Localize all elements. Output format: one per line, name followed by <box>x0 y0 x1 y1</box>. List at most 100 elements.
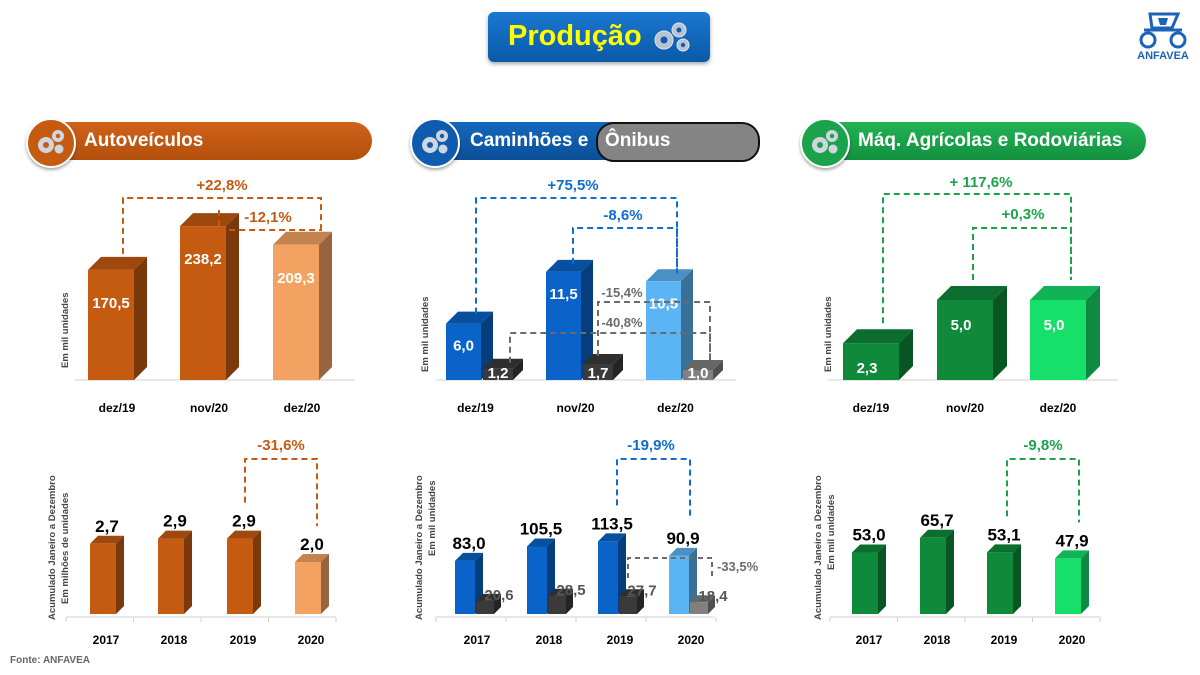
agri-cumulative-bar-0-side <box>878 544 886 614</box>
agri-cumulative-bar-2-top <box>987 544 1021 553</box>
auto-cumulative-bar-3-side <box>321 554 329 614</box>
gears-icon <box>812 130 838 154</box>
auto-cumulative-annotation-0: -31,6% <box>257 437 305 454</box>
buses-cumulative-bar-3-top <box>690 595 715 603</box>
agri-cumulative-bar-1-side <box>946 529 954 614</box>
buses-cumulative-bar-0 <box>476 600 494 614</box>
auto-cumulative-bar-3 <box>295 562 321 614</box>
buses-cumulative-bar-3-side <box>708 595 715 614</box>
buses-cumulative-annotation-0: -33,5% <box>717 559 759 574</box>
agri-cumulative-bar-2-side <box>1013 544 1021 614</box>
trucks-monthly-bar-1-top <box>546 259 593 272</box>
trucks-monthly-bar-2 <box>646 281 681 380</box>
gears-icon <box>422 130 448 154</box>
page-title: Produção <box>508 20 642 52</box>
buses-monthly-bar-2 <box>683 370 713 380</box>
buses-monthly-bar-0 <box>483 368 513 380</box>
auto-cumulative-bar-0-side <box>116 535 124 614</box>
agri-monthly-bar-2 <box>1030 300 1086 380</box>
auto-monthly-bar-0 <box>88 269 134 380</box>
buses-cumulative-bar-2-top <box>619 589 644 597</box>
buses-monthly-bracket-0 <box>597 301 711 364</box>
auto-cumulative-tick-label-2: 2019 <box>230 633 257 647</box>
agri-monthly-bracket-0 <box>882 193 1072 324</box>
agri-monthly-annotation-0: + 117,6% <box>950 174 1013 191</box>
auto-cumulative-bar-3-top <box>295 554 329 562</box>
trucks-cumulative-bracket-0 <box>616 458 691 516</box>
buses-monthly-bar-label-1: 1,7 <box>588 365 609 382</box>
trucks-cumulative-annotation-0: -19,9% <box>627 437 675 454</box>
agri-monthly-tick-label-1: nov/20 <box>946 401 984 415</box>
auto-monthly-bar-0-side <box>134 256 147 380</box>
buses-cumulative-bar-label-0: 20,6 <box>484 587 513 604</box>
trucks-cumulative-bar-3-top <box>669 547 697 556</box>
trucks-cumulative-bar-label-1: 105,5 <box>520 519 563 538</box>
auto-monthly-bracket-0 <box>122 197 322 254</box>
buses-monthly-bar-0-side <box>513 358 523 380</box>
buses-cumulative-bar-0-top <box>476 593 501 601</box>
trucks-monthly-bar-2-top <box>646 269 693 282</box>
trucks-monthly-bar-label-2: 10,5 <box>649 295 678 312</box>
trucks-monthly-bar-0-top <box>446 311 493 324</box>
auto-cumulative-tick-label-3: 2020 <box>298 633 325 647</box>
buses-cumulative-bar-label-3: 18,4 <box>698 588 728 605</box>
buses-cumulative-bar-0-side <box>494 593 501 614</box>
agri-cumulative-bar-label-2: 53,1 <box>987 525 1020 544</box>
agri-cumulative-bar-3 <box>1055 558 1081 614</box>
auto-monthly-bar-label-0: 170,5 <box>92 295 130 312</box>
agri-monthly-bracket-1 <box>972 227 1072 280</box>
agri-cumulative-bar-1-top <box>920 529 954 538</box>
trucks-cumulative-bar-0 <box>455 560 475 614</box>
anfavea-logo: ANFAVEA <box>1132 6 1194 68</box>
auto-monthly-bar-2-side <box>319 231 332 380</box>
section-title-autoveiculos: Autoveículos <box>84 130 204 151</box>
auto-monthly-bar-1-side <box>226 213 239 380</box>
auto-monthly-bracket-1 <box>218 210 322 231</box>
auto-monthly-bar-label-2: 209,3 <box>277 270 315 287</box>
auto-cumulative-bar-2-top <box>227 530 261 539</box>
agri-monthly-bar-1-top <box>937 286 1007 300</box>
buses-cumulative-bar-label-1: 28,5 <box>556 582 585 599</box>
agri-monthly-bar-0-top <box>843 329 913 344</box>
auto-monthly-tick-label-0: dez/19 <box>99 401 136 415</box>
agri-cumulative-bar-1 <box>920 537 946 614</box>
agri-cumulative-bar-3-top <box>1055 550 1089 559</box>
logo-text: ANFAVEA <box>1137 50 1189 62</box>
auto-cumulative-bar-label-1: 2,9 <box>163 512 187 531</box>
buses-cumulative-bar-label-2: 27,7 <box>627 582 656 599</box>
agri-monthly-bar-label-0: 2,3 <box>857 360 878 377</box>
buses-monthly-bar-label-2: 1,0 <box>688 365 709 382</box>
auto-cumulative-bar-1-side <box>184 530 192 614</box>
trucks-cumulative-bar-3 <box>669 555 689 614</box>
buses-cumulative-bar-1-top <box>548 588 573 596</box>
trucks-cumulative-bar-label-2: 113,5 <box>591 514 633 533</box>
auto-cumulative-bar-label-0: 2,7 <box>95 517 119 536</box>
agri-cumulative-bar-0 <box>852 552 878 614</box>
auto-cumulative-bar-label-3: 2,0 <box>300 535 324 554</box>
agri-cumulative-bar-label-3: 47,9 <box>1055 531 1088 550</box>
buses-monthly-annotation-1: -40,8% <box>601 315 643 330</box>
trucks-monthly-tick-label-2: dez/20 <box>657 401 694 415</box>
trucks-monthly-bar-1 <box>546 271 581 380</box>
trucks-cumulative-tick-label-0: 2017 <box>464 633 491 647</box>
buses-cumulative-bar-3 <box>690 602 708 614</box>
auto-cumulative-tick-label-1: 2018 <box>161 633 188 647</box>
trucks-monthly-tick-label-0: dez/19 <box>457 401 494 415</box>
buses-monthly-bar-2-side <box>713 360 723 380</box>
trucks-cumulative-bar-0-top <box>455 552 483 561</box>
section-title-onibus: Ônibus <box>605 130 671 151</box>
agri-monthly-bar-1-side <box>993 286 1007 380</box>
trucks-monthly-annotation-1: -8,6% <box>603 207 642 224</box>
agri-cumulative-bar-label-1: 65,7 <box>920 511 953 530</box>
trucks-cumulative-bar-2 <box>598 541 618 614</box>
section-header-autoveiculos <box>48 122 372 160</box>
buses-cumulative-bracket-0 <box>627 557 713 580</box>
gears-icon <box>38 130 64 154</box>
trucks-cumulative-bar-label-3: 90,9 <box>666 529 699 548</box>
trucks-cumulative-tick-label-1: 2018 <box>536 633 563 647</box>
trucks-cumulative-tick-label-3: 2020 <box>678 633 705 647</box>
section-icon-agricolas <box>800 118 850 168</box>
agri-monthly-bar-0 <box>843 343 899 380</box>
buses-monthly-bar-0-top <box>483 358 523 369</box>
